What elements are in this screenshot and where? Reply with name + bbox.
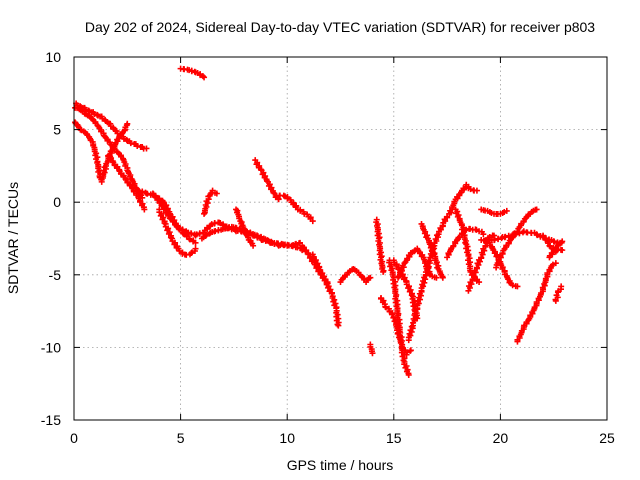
data-point-marker bbox=[382, 304, 389, 311]
data-point-marker bbox=[433, 274, 440, 281]
plot-frame bbox=[73, 56, 608, 421]
x-axis-label: GPS time / hours bbox=[287, 457, 394, 473]
data-point-marker bbox=[284, 195, 291, 202]
data-point-marker bbox=[273, 193, 280, 200]
data-point-marker bbox=[186, 236, 193, 243]
y-tick-label: 5 bbox=[53, 122, 61, 138]
data-point-marker bbox=[367, 274, 374, 281]
data-point-marker bbox=[439, 274, 446, 281]
data-point-marker bbox=[134, 142, 141, 149]
data-point-marker bbox=[179, 227, 186, 234]
data-point-marker bbox=[74, 102, 81, 109]
data-point-marker bbox=[476, 279, 483, 286]
y-tick-label: -15 bbox=[41, 412, 61, 428]
data-point-marker bbox=[264, 237, 271, 244]
data-point-marker bbox=[127, 140, 134, 147]
data-point-marker bbox=[380, 268, 387, 275]
chart-title: Day 202 of 2024, Sidereal Day-to-day VTE… bbox=[85, 19, 595, 35]
x-tick-label: 15 bbox=[386, 430, 402, 446]
data-point-marker bbox=[335, 322, 342, 329]
x-tick-label: 10 bbox=[279, 430, 295, 446]
data-point-marker bbox=[82, 106, 89, 113]
data-point-marker bbox=[547, 243, 554, 250]
data-point-marker bbox=[176, 247, 183, 254]
data-point-marker bbox=[534, 232, 541, 239]
data-point-marker bbox=[369, 350, 376, 357]
data-point-marker bbox=[509, 282, 516, 289]
data-point-marker bbox=[558, 283, 565, 290]
y-axis-label: SDTVAR / TECUs bbox=[5, 182, 21, 294]
x-tick-label: 5 bbox=[177, 430, 185, 446]
data-point-marker bbox=[498, 235, 505, 242]
grid bbox=[74, 57, 607, 420]
data-point-marker bbox=[120, 135, 127, 142]
data-point-marker bbox=[141, 206, 148, 213]
data-point-marker bbox=[192, 245, 199, 252]
data-point-marker bbox=[197, 72, 204, 79]
data-point-marker bbox=[503, 207, 510, 214]
data-point-marker bbox=[533, 206, 540, 213]
data-point-marker bbox=[268, 238, 275, 245]
data-point-marker bbox=[203, 231, 210, 238]
data-point-marker bbox=[161, 220, 168, 227]
x-tick-label: 0 bbox=[70, 430, 78, 446]
data-points bbox=[72, 65, 566, 378]
y-tick-label: 10 bbox=[45, 49, 61, 65]
axis-ticks: 0 5 10 15 20 25 10 5 0 -5 -10 -15 bbox=[41, 49, 615, 446]
data-point-marker bbox=[405, 371, 412, 378]
data-point-marker bbox=[334, 321, 341, 328]
data-point-marker bbox=[199, 73, 206, 80]
data-point-marker bbox=[270, 189, 277, 196]
data-point-marker bbox=[473, 187, 480, 194]
data-point-marker bbox=[552, 260, 559, 267]
data-point-marker bbox=[91, 110, 98, 117]
data-point-marker bbox=[297, 207, 304, 214]
data-point-marker bbox=[480, 231, 487, 238]
data-point-marker bbox=[309, 218, 316, 225]
y-tick-label: -5 bbox=[49, 267, 62, 283]
y-tick-label: -10 bbox=[41, 339, 61, 355]
data-point-marker bbox=[264, 178, 271, 185]
data-point-marker bbox=[514, 283, 521, 290]
data-point-marker bbox=[192, 239, 199, 246]
data-point-marker bbox=[559, 238, 566, 245]
y-tick-label: 0 bbox=[53, 194, 61, 210]
data-point-marker bbox=[167, 234, 174, 241]
data-point-marker bbox=[124, 120, 131, 127]
data-point-marker bbox=[404, 349, 411, 356]
x-tick-label: 25 bbox=[599, 430, 615, 446]
data-point-marker bbox=[294, 244, 301, 251]
data-point-marker bbox=[407, 347, 414, 354]
data-point-marker bbox=[201, 74, 208, 81]
data-point-marker bbox=[202, 233, 209, 240]
data-point-marker bbox=[265, 237, 272, 244]
data-point-marker bbox=[143, 145, 150, 152]
x-tick-label: 20 bbox=[493, 430, 509, 446]
data-point-marker bbox=[213, 190, 220, 197]
data-point-marker bbox=[559, 247, 566, 254]
data-point-marker bbox=[250, 242, 257, 249]
data-point-marker bbox=[467, 186, 474, 193]
